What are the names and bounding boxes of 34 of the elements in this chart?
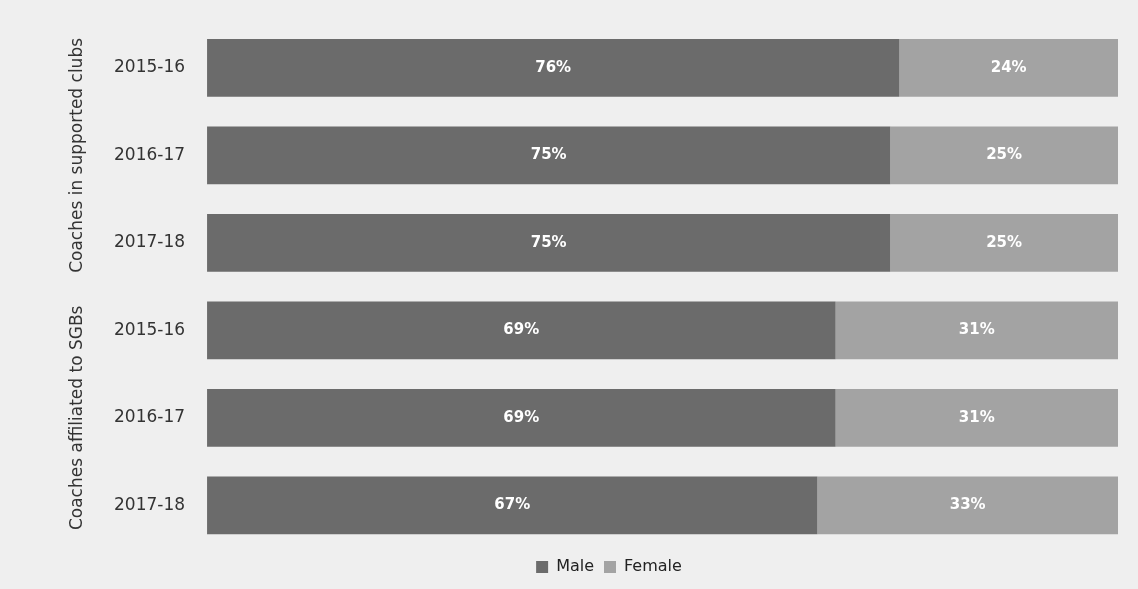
bar — [207, 476, 818, 535]
text: Coaches in supported clubs — [66, 37, 87, 273]
y-tick-label: 2016-17 — [114, 406, 186, 427]
bar — [817, 476, 1118, 535]
legend-label: Male — [556, 556, 595, 576]
y-tick-label: 2016-17 — [114, 143, 186, 164]
data-label: 25% — [986, 145, 1023, 164]
bar — [890, 126, 1118, 185]
data-label: 33% — [949, 495, 986, 514]
text: Coaches affiliated to SGBs — [66, 305, 87, 531]
data-label: 69% — [503, 320, 540, 339]
legend-label: Female — [624, 556, 682, 576]
data-label: 67% — [494, 495, 531, 514]
data-label: 75% — [530, 145, 567, 164]
bar — [207, 39, 900, 97]
data-label: 31% — [958, 320, 995, 339]
data-label: 25% — [986, 232, 1023, 251]
data-label: 31% — [958, 407, 995, 426]
y-tick-label: 2017-18 — [114, 493, 186, 514]
bar — [207, 126, 891, 185]
bar — [835, 388, 1118, 447]
bar — [207, 301, 836, 360]
y-tick-label: 2015-16 — [114, 318, 186, 339]
data-label: 75% — [530, 232, 567, 251]
bar — [207, 214, 891, 272]
data-label: 24% — [990, 57, 1027, 76]
bar — [890, 214, 1118, 272]
data-label: 69% — [503, 407, 540, 426]
y-tick-label: 2015-16 — [114, 56, 186, 77]
bar — [835, 301, 1118, 360]
bar — [207, 388, 836, 447]
bar — [899, 39, 1118, 97]
y-tick-label: 2017-18 — [114, 231, 186, 252]
data-label: 76% — [535, 57, 572, 76]
